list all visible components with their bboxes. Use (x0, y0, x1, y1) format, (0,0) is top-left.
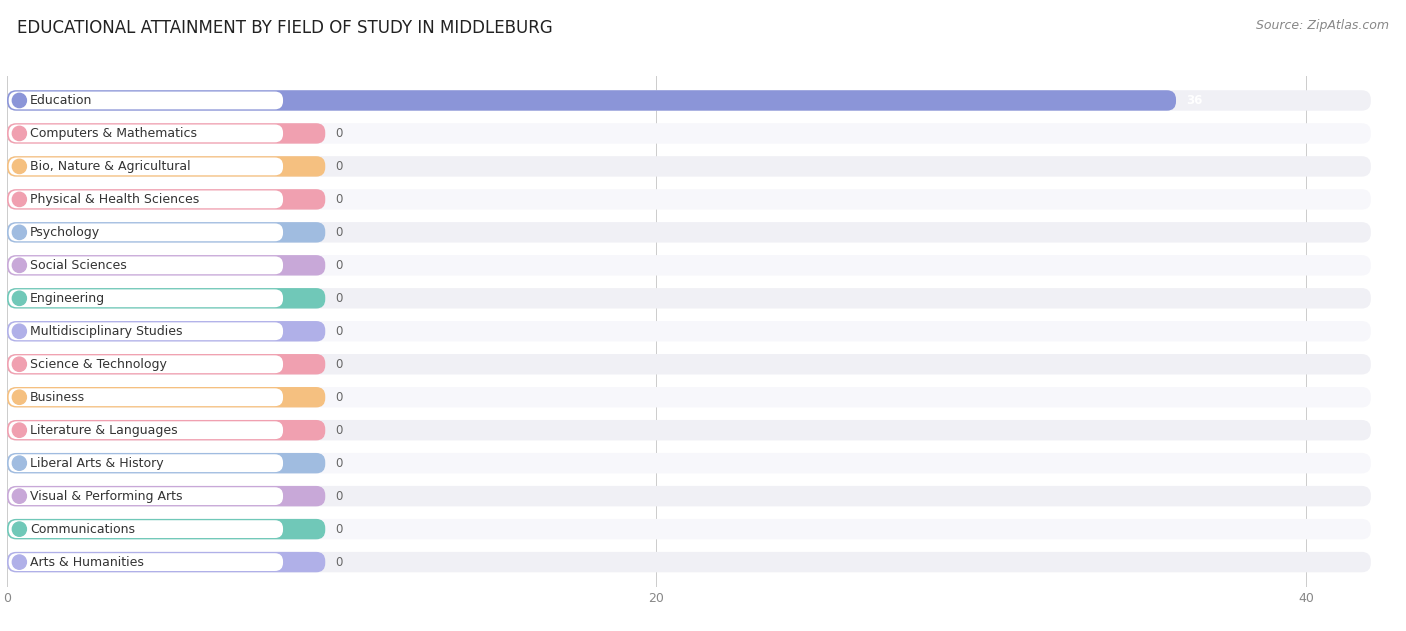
FancyBboxPatch shape (7, 156, 1371, 177)
Text: 0: 0 (335, 358, 343, 371)
FancyBboxPatch shape (7, 453, 1371, 473)
Text: Education: Education (30, 94, 93, 107)
FancyBboxPatch shape (7, 387, 1371, 408)
FancyBboxPatch shape (8, 454, 283, 472)
Text: Communications: Communications (30, 522, 135, 536)
Text: Computers & Mathematics: Computers & Mathematics (30, 127, 197, 140)
Text: Literature & Languages: Literature & Languages (30, 423, 177, 437)
Text: 0: 0 (335, 160, 343, 173)
FancyBboxPatch shape (8, 290, 283, 307)
FancyBboxPatch shape (7, 321, 325, 341)
Text: 0: 0 (335, 226, 343, 239)
Text: 0: 0 (335, 423, 343, 437)
FancyBboxPatch shape (7, 519, 1371, 540)
Circle shape (13, 522, 27, 536)
FancyBboxPatch shape (8, 355, 283, 373)
FancyBboxPatch shape (8, 388, 283, 406)
FancyBboxPatch shape (7, 552, 1371, 572)
FancyBboxPatch shape (8, 322, 283, 340)
Circle shape (13, 390, 27, 404)
Circle shape (13, 192, 27, 206)
Text: 0: 0 (335, 325, 343, 338)
FancyBboxPatch shape (7, 123, 325, 144)
FancyBboxPatch shape (7, 123, 1371, 144)
Circle shape (13, 489, 27, 504)
FancyBboxPatch shape (7, 387, 325, 408)
FancyBboxPatch shape (8, 487, 283, 505)
FancyBboxPatch shape (7, 90, 1175, 110)
Text: Engineering: Engineering (30, 292, 105, 305)
Circle shape (13, 324, 27, 338)
FancyBboxPatch shape (8, 553, 283, 571)
FancyBboxPatch shape (7, 519, 325, 540)
Text: 0: 0 (335, 556, 343, 569)
FancyBboxPatch shape (7, 552, 325, 572)
Circle shape (13, 456, 27, 470)
Text: 36: 36 (1185, 94, 1202, 107)
FancyBboxPatch shape (8, 191, 283, 208)
Text: Physical & Health Sciences: Physical & Health Sciences (30, 193, 200, 206)
Circle shape (13, 291, 27, 305)
FancyBboxPatch shape (7, 486, 325, 506)
FancyBboxPatch shape (8, 158, 283, 175)
FancyBboxPatch shape (7, 222, 1371, 242)
Circle shape (13, 225, 27, 240)
FancyBboxPatch shape (7, 255, 325, 276)
FancyBboxPatch shape (7, 321, 1371, 341)
FancyBboxPatch shape (7, 156, 325, 177)
FancyBboxPatch shape (7, 189, 325, 209)
Text: Bio, Nature & Agricultural: Bio, Nature & Agricultural (30, 160, 190, 173)
FancyBboxPatch shape (7, 420, 1371, 440)
Text: Psychology: Psychology (30, 226, 100, 239)
Circle shape (13, 93, 27, 108)
FancyBboxPatch shape (8, 91, 283, 109)
FancyBboxPatch shape (7, 354, 325, 374)
Text: Arts & Humanities: Arts & Humanities (30, 556, 143, 569)
FancyBboxPatch shape (7, 222, 325, 242)
FancyBboxPatch shape (7, 453, 325, 473)
Circle shape (13, 555, 27, 569)
Text: Source: ZipAtlas.com: Source: ZipAtlas.com (1256, 19, 1389, 32)
Text: EDUCATIONAL ATTAINMENT BY FIELD OF STUDY IN MIDDLEBURG: EDUCATIONAL ATTAINMENT BY FIELD OF STUDY… (17, 19, 553, 37)
Circle shape (13, 357, 27, 372)
FancyBboxPatch shape (7, 288, 325, 309)
Text: 0: 0 (335, 391, 343, 404)
FancyBboxPatch shape (8, 256, 283, 274)
Text: 0: 0 (335, 522, 343, 536)
Text: 0: 0 (335, 127, 343, 140)
Text: Science & Technology: Science & Technology (30, 358, 167, 371)
Text: Business: Business (30, 391, 84, 404)
Text: 0: 0 (335, 259, 343, 272)
FancyBboxPatch shape (7, 354, 1371, 374)
Text: Multidisciplinary Studies: Multidisciplinary Studies (30, 325, 183, 338)
Circle shape (13, 126, 27, 141)
FancyBboxPatch shape (8, 520, 283, 538)
Text: 0: 0 (335, 193, 343, 206)
Text: 0: 0 (335, 457, 343, 469)
Circle shape (13, 258, 27, 273)
Circle shape (13, 159, 27, 174)
Text: Visual & Performing Arts: Visual & Performing Arts (30, 490, 183, 503)
FancyBboxPatch shape (8, 223, 283, 241)
FancyBboxPatch shape (7, 486, 1371, 506)
Text: 0: 0 (335, 292, 343, 305)
FancyBboxPatch shape (8, 124, 283, 143)
Circle shape (13, 423, 27, 437)
FancyBboxPatch shape (7, 288, 1371, 309)
FancyBboxPatch shape (7, 189, 1371, 209)
FancyBboxPatch shape (7, 255, 1371, 276)
FancyBboxPatch shape (7, 420, 325, 440)
Text: Social Sciences: Social Sciences (30, 259, 127, 272)
FancyBboxPatch shape (7, 90, 1371, 110)
Text: Liberal Arts & History: Liberal Arts & History (30, 457, 163, 469)
FancyBboxPatch shape (8, 422, 283, 439)
Text: 0: 0 (335, 490, 343, 503)
